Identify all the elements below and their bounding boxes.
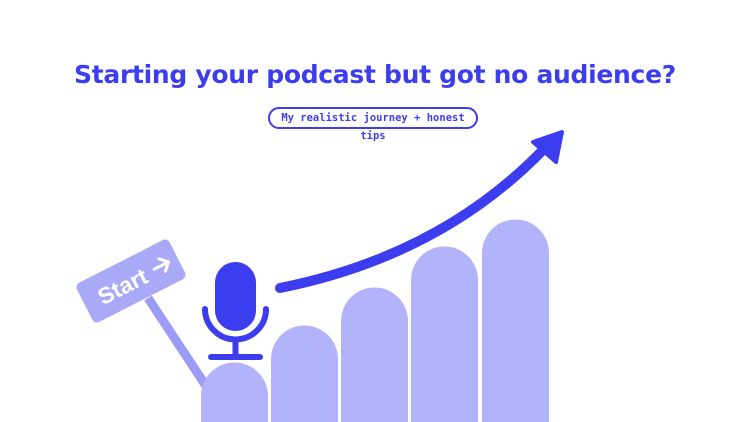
bar-3 bbox=[341, 287, 408, 422]
bar-2 bbox=[271, 325, 338, 422]
bar-1 bbox=[201, 362, 268, 422]
trend-arrow-icon bbox=[275, 130, 564, 293]
headline: Starting your podcast but got no audienc… bbox=[74, 60, 676, 89]
arrow-right-icon bbox=[152, 257, 170, 273]
sign-pole bbox=[144, 295, 210, 389]
bar-4 bbox=[411, 246, 478, 422]
subtitle-pill: My realistic journey + honest tips bbox=[268, 107, 478, 142]
bar-5 bbox=[482, 219, 549, 422]
start-sign: Start bbox=[76, 239, 186, 323]
microphone-icon bbox=[202, 262, 269, 360]
